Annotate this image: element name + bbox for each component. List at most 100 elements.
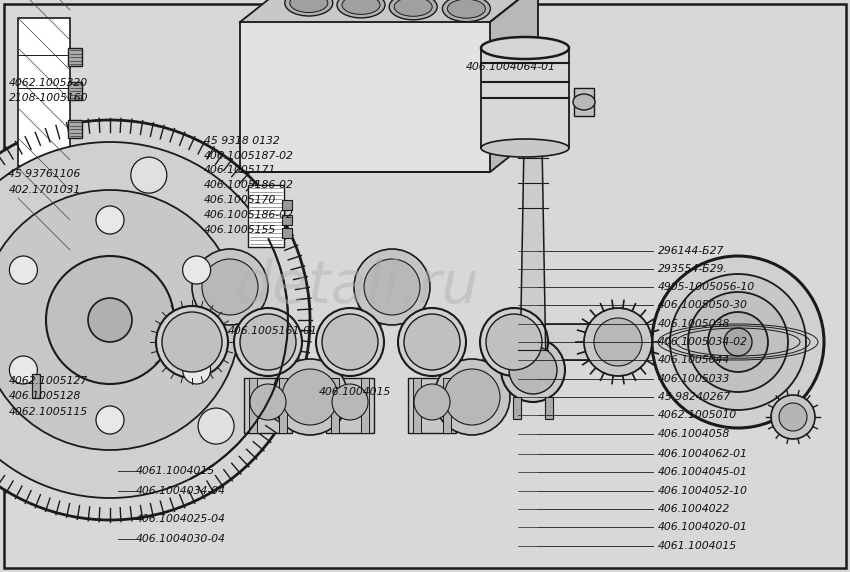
Circle shape	[183, 356, 211, 384]
Bar	[244, 378, 292, 433]
Circle shape	[234, 308, 302, 376]
Circle shape	[198, 408, 234, 444]
Text: 4061.1004015: 4061.1004015	[658, 541, 737, 551]
Text: 406.1004020-01: 406.1004020-01	[658, 522, 748, 533]
Circle shape	[88, 298, 132, 342]
Circle shape	[332, 384, 368, 420]
Text: 45 93761106: 45 93761106	[8, 169, 81, 180]
Circle shape	[480, 308, 548, 376]
Polygon shape	[240, 0, 538, 22]
Circle shape	[316, 308, 384, 376]
Bar	[18, 18, 70, 166]
Text: 406.1004025-04: 406.1004025-04	[136, 514, 226, 525]
Text: 45 98240267: 45 98240267	[658, 392, 730, 402]
Ellipse shape	[342, 0, 380, 14]
Circle shape	[414, 384, 450, 420]
Bar	[32, 374, 40, 398]
Circle shape	[354, 249, 430, 325]
Bar	[68, 82, 82, 100]
Bar	[481, 48, 569, 148]
Bar	[408, 378, 456, 433]
Bar	[361, 378, 369, 433]
Ellipse shape	[394, 0, 432, 16]
Text: 406.1005186-02: 406.1005186-02	[204, 210, 294, 220]
Circle shape	[779, 403, 807, 431]
Text: 402.1701031: 402.1701031	[8, 185, 81, 195]
Text: 406.1004015: 406.1004015	[319, 387, 391, 398]
Text: 406.1005044: 406.1005044	[658, 355, 730, 366]
Circle shape	[162, 312, 222, 372]
Text: 406.1004058: 406.1004058	[658, 428, 730, 439]
Bar	[545, 397, 553, 419]
Ellipse shape	[573, 94, 595, 110]
Text: 406.1005038: 406.1005038	[658, 319, 730, 329]
Circle shape	[509, 346, 557, 394]
Circle shape	[584, 308, 652, 376]
Text: 406.1004034-04: 406.1004034-04	[136, 486, 226, 496]
Text: 293554-Б29.: 293554-Б29.	[658, 264, 728, 274]
Text: 406.1005155: 406.1005155	[204, 225, 276, 235]
Bar	[282, 215, 292, 225]
Bar	[513, 397, 521, 419]
Text: 4062.1005010: 4062.1005010	[658, 410, 737, 420]
Bar	[443, 378, 451, 433]
Bar	[248, 185, 284, 247]
Text: 406.1005170: 406.1005170	[204, 195, 276, 205]
Bar	[413, 378, 421, 433]
Circle shape	[688, 292, 788, 392]
Text: 406.1005161-01: 406.1005161-01	[228, 325, 318, 336]
Circle shape	[96, 206, 124, 234]
Circle shape	[272, 359, 348, 435]
Text: 406.1005033: 406.1005033	[658, 374, 730, 384]
Circle shape	[96, 406, 124, 434]
Circle shape	[724, 328, 752, 356]
Text: 4905-1005056-10: 4905-1005056-10	[658, 282, 755, 292]
Bar	[68, 120, 82, 138]
Bar	[240, 22, 490, 172]
Text: 4062.1005127: 4062.1005127	[8, 376, 88, 386]
Text: 406.1004045-01: 406.1004045-01	[658, 467, 748, 478]
Polygon shape	[490, 0, 538, 172]
Circle shape	[771, 395, 815, 439]
Circle shape	[282, 369, 338, 425]
Circle shape	[398, 308, 466, 376]
Text: 406.1004062-01: 406.1004062-01	[658, 449, 748, 459]
Circle shape	[46, 256, 174, 384]
Circle shape	[192, 249, 268, 325]
Bar	[279, 378, 287, 433]
Ellipse shape	[389, 0, 437, 20]
Circle shape	[486, 314, 542, 370]
Text: 4061.1004015: 4061.1004015	[136, 466, 215, 476]
Circle shape	[652, 256, 824, 428]
Circle shape	[501, 338, 565, 402]
Circle shape	[404, 314, 460, 370]
Polygon shape	[520, 143, 546, 370]
Text: 4062.1005320: 4062.1005320	[8, 78, 88, 88]
Circle shape	[183, 256, 211, 284]
Ellipse shape	[447, 0, 485, 18]
Text: 406.1005034-02: 406.1005034-02	[658, 337, 748, 347]
Circle shape	[708, 312, 768, 372]
Circle shape	[131, 157, 167, 193]
Ellipse shape	[481, 139, 569, 157]
Circle shape	[9, 256, 37, 284]
Bar	[249, 378, 257, 433]
Circle shape	[0, 190, 240, 450]
Text: detali.ru: detali.ru	[235, 257, 479, 315]
Bar	[68, 48, 82, 66]
Bar	[326, 378, 374, 433]
Circle shape	[594, 318, 642, 366]
Bar	[331, 378, 339, 433]
Bar	[282, 228, 292, 238]
Text: 406.1005050-30: 406.1005050-30	[658, 300, 748, 311]
Circle shape	[0, 120, 310, 520]
Circle shape	[322, 314, 378, 370]
Text: 406.1004022: 406.1004022	[658, 504, 730, 514]
Text: 406.1005171: 406.1005171	[204, 165, 276, 176]
Ellipse shape	[337, 0, 385, 18]
Circle shape	[240, 314, 296, 370]
Circle shape	[670, 274, 806, 410]
Circle shape	[9, 356, 37, 384]
Text: 406.1004052-10: 406.1004052-10	[658, 486, 748, 496]
Circle shape	[156, 306, 228, 378]
